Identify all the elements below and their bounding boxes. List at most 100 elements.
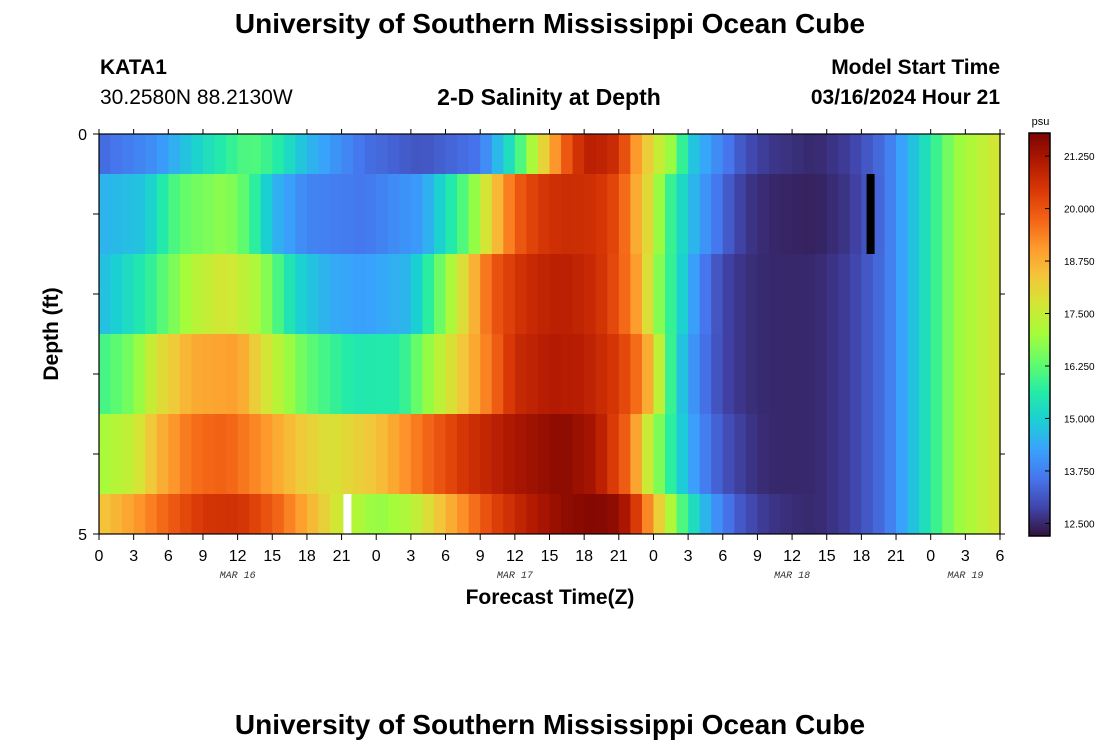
heatmap-cell	[734, 414, 747, 495]
heatmap-cell	[214, 334, 227, 415]
heatmap-cell	[191, 494, 204, 535]
heatmap-cell	[711, 414, 724, 495]
heatmap-cell	[110, 494, 123, 535]
heatmap-cell	[226, 134, 239, 175]
heatmap-cell	[480, 174, 493, 255]
heatmap-cell	[422, 414, 435, 495]
heatmap-cell	[699, 414, 712, 495]
heatmap-cell	[480, 334, 493, 415]
heatmap-cell	[110, 254, 123, 335]
heatmap-cell	[537, 414, 551, 495]
heatmap-cell	[838, 254, 851, 335]
heatmap-cell	[145, 334, 158, 415]
heatmap-cell	[607, 494, 620, 535]
heatmap-cell	[792, 494, 805, 535]
heatmap-cell	[249, 494, 262, 535]
heatmap-cell	[410, 494, 424, 535]
colorbar-gradient	[1028, 132, 1051, 537]
heatmap-cell	[676, 334, 689, 415]
heatmap-cell	[688, 414, 701, 495]
heatmap-cell	[156, 334, 169, 415]
heatmap-cell	[584, 254, 597, 335]
heatmap-cell	[237, 414, 250, 495]
heatmap-cell	[468, 334, 481, 415]
heatmap-cell	[561, 414, 574, 495]
heatmap-cell	[884, 494, 897, 535]
heatmap-cell	[919, 334, 932, 415]
heatmap-cell	[930, 174, 943, 255]
heatmap-cell	[676, 174, 689, 255]
heatmap-cell	[283, 254, 296, 335]
heatmap-cell	[272, 254, 285, 335]
heatmap-cell	[306, 254, 320, 335]
heatmap-cell	[618, 494, 631, 535]
heatmap-cell	[399, 254, 412, 335]
heatmap-cell	[202, 334, 216, 415]
heatmap-cell	[861, 414, 874, 495]
y-tick-label: 5	[78, 527, 87, 544]
heatmap-cell	[907, 134, 920, 175]
x-tick-label: 6	[996, 548, 1005, 565]
heatmap-cell	[768, 174, 782, 255]
x-tick-label: 0	[649, 548, 658, 565]
heatmap-cell	[353, 414, 366, 495]
heatmap-cell	[711, 254, 724, 335]
heatmap-cell	[237, 254, 250, 335]
heatmap-cell	[872, 134, 886, 175]
heatmap-cell	[826, 334, 839, 415]
heatmap-cell	[988, 134, 1001, 175]
heatmap-cell	[341, 174, 354, 255]
heatmap-cell	[214, 414, 227, 495]
heatmap-cell	[803, 414, 816, 495]
heatmap-cell	[468, 134, 481, 175]
x-tick-label: 6	[718, 548, 727, 565]
heatmap-cell	[433, 334, 447, 415]
time-markers	[343, 174, 875, 534]
x-axis: 0 3 6 9 12 15 18 21 0 3 6 9 12 15 18 21 0 3 6 9 12 15 18 21 0 3 6 M…	[95, 129, 1005, 582]
heatmap-cell	[722, 414, 735, 495]
heatmap-cell	[734, 174, 747, 255]
model-start-marker	[866, 174, 875, 254]
heatmap-cell	[665, 134, 678, 175]
heatmap-cell	[237, 334, 250, 415]
x-axis-label: Forecast Time(Z)	[466, 586, 635, 609]
heatmap-cell	[260, 334, 273, 415]
heatmap-cell	[237, 134, 250, 175]
heatmap-cell	[145, 254, 158, 335]
heatmap-cell	[491, 494, 504, 535]
page-title-bottom: University of Southern Mississippi Ocean…	[234, 709, 866, 740]
heatmap-cell	[399, 134, 412, 175]
heatmap-cell	[896, 254, 909, 335]
heatmap-cell	[618, 174, 631, 255]
heatmap-cell	[133, 134, 146, 175]
plot-title: 2-D Salinity at Depth	[437, 84, 661, 110]
heatmap-cell	[99, 334, 112, 415]
heatmap-cell	[630, 254, 643, 335]
heatmap-cell	[641, 494, 655, 535]
heatmap-cell	[422, 334, 435, 415]
heatmap-cell	[872, 334, 886, 415]
heatmap-cell	[376, 334, 389, 415]
heatmap-cell	[699, 494, 712, 535]
heatmap-cell	[457, 174, 470, 255]
heatmap-cell	[364, 494, 377, 535]
heatmap-cell	[815, 254, 828, 335]
heatmap-cell	[861, 134, 874, 175]
heatmap-cell	[572, 174, 585, 255]
heatmap-cell	[480, 134, 493, 175]
heatmap-cell	[433, 254, 447, 335]
heatmap-cell	[618, 334, 631, 415]
heatmap-cell	[491, 174, 504, 255]
heatmap-cell	[537, 334, 551, 415]
heatmap-cell	[306, 174, 320, 255]
heatmap-cell	[919, 494, 932, 535]
heatmap-cell	[422, 254, 435, 335]
heatmap-cell	[965, 334, 978, 415]
heatmap-cell	[202, 494, 216, 535]
heatmap-cell	[491, 254, 504, 335]
heatmap-cell	[422, 494, 435, 535]
heatmap-cell	[122, 254, 135, 335]
heatmap-cell	[503, 134, 516, 175]
heatmap-cell	[514, 494, 527, 535]
heatmap-cell	[364, 334, 377, 415]
